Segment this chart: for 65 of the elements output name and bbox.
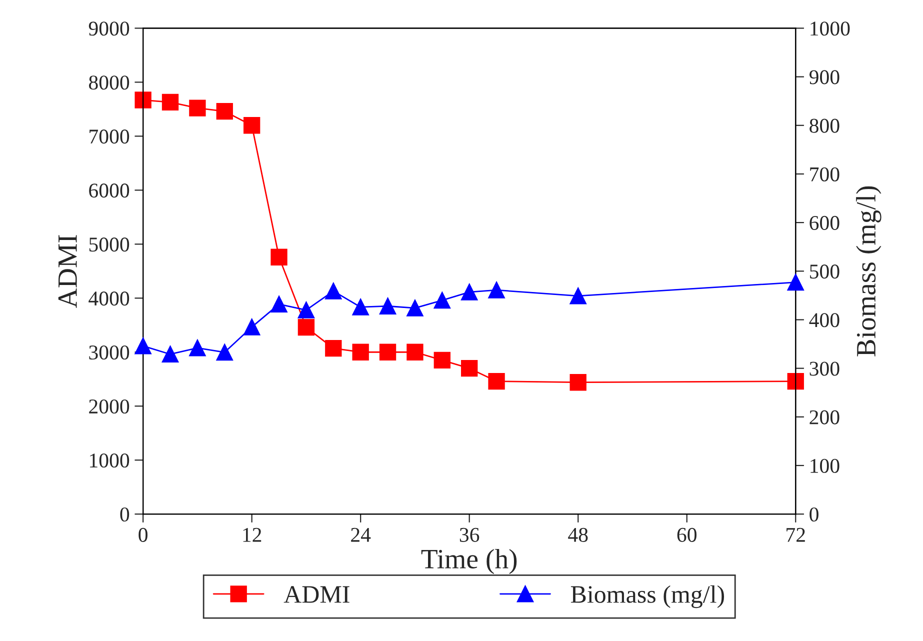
y2-tick-label: 200 bbox=[810, 410, 840, 424]
y-tick-label: 5000 bbox=[89, 238, 130, 252]
point bbox=[352, 344, 369, 360]
point bbox=[570, 288, 586, 304]
y-tick-label: 8000 bbox=[89, 76, 130, 90]
x-tick-label: 24 bbox=[351, 528, 371, 542]
point bbox=[787, 372, 804, 390]
point bbox=[325, 282, 342, 300]
y2-tick-label: 800 bbox=[810, 118, 840, 133]
point bbox=[406, 344, 424, 360]
point bbox=[434, 292, 450, 309]
y-tick-label: 7000 bbox=[90, 130, 130, 144]
point bbox=[298, 302, 315, 318]
y2-tick-label: 600 bbox=[810, 216, 840, 230]
point bbox=[434, 352, 450, 369]
point bbox=[325, 340, 342, 357]
y2-axis-title: Biomass (mg/l) bbox=[856, 186, 882, 356]
point bbox=[461, 360, 478, 377]
x-tick-label: 72 bbox=[786, 528, 805, 542]
x-tick-label: 60 bbox=[677, 528, 696, 542]
y2-tick-label: 900 bbox=[809, 70, 840, 84]
point bbox=[243, 318, 260, 336]
point bbox=[162, 94, 179, 110]
y2-tick-label: 500 bbox=[810, 264, 840, 279]
point bbox=[379, 298, 396, 314]
point bbox=[134, 92, 152, 108]
y-axis-title: ADMI bbox=[58, 235, 77, 308]
y-tick-label: 6000 bbox=[89, 184, 130, 198]
point bbox=[352, 298, 369, 316]
point bbox=[488, 282, 505, 298]
y2-tick-label: 100 bbox=[810, 458, 840, 473]
point bbox=[162, 346, 179, 363]
y2-tick-label: 300 bbox=[810, 362, 840, 376]
legend-label: Biomass (mg/l) bbox=[570, 585, 724, 608]
y2-tick-label: 400 bbox=[809, 313, 840, 328]
point bbox=[189, 100, 206, 116]
y2-tick-label: 0 bbox=[810, 507, 818, 522]
y-tick-label: 2000 bbox=[89, 399, 130, 414]
y2-tick-label: 1000 bbox=[810, 22, 850, 36]
point bbox=[488, 372, 505, 390]
point bbox=[134, 338, 152, 354]
y2-tick-label: 700 bbox=[810, 167, 840, 182]
legend-label: ADMI bbox=[284, 586, 350, 603]
x-tick-label: 48 bbox=[568, 528, 588, 542]
point bbox=[379, 344, 396, 360]
y-tick-label: 0 bbox=[120, 507, 130, 522]
point bbox=[216, 103, 233, 120]
y-tick-label: 3000 bbox=[89, 345, 130, 360]
point bbox=[270, 296, 288, 313]
point bbox=[570, 374, 586, 391]
point bbox=[189, 340, 206, 356]
point bbox=[787, 274, 804, 291]
point bbox=[406, 300, 424, 316]
x-tick-label: 36 bbox=[460, 528, 480, 542]
y-tick-label: 1000 bbox=[90, 453, 130, 468]
point bbox=[243, 117, 260, 134]
x-tick-label: 0 bbox=[138, 528, 148, 542]
point bbox=[270, 248, 288, 266]
y-tick-label: 9000 bbox=[88, 22, 130, 36]
point bbox=[298, 318, 315, 336]
point bbox=[216, 344, 233, 361]
x-tick-label: 12 bbox=[243, 528, 262, 542]
y-tick-label: 4000 bbox=[88, 292, 130, 306]
point bbox=[461, 284, 478, 300]
x-axis-title: Time (h) bbox=[421, 548, 517, 574]
